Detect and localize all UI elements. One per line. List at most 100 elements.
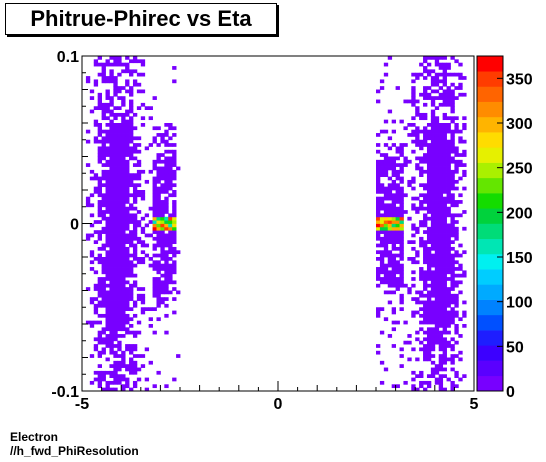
heatmap-cell bbox=[164, 263, 169, 268]
heatmap-cell bbox=[140, 250, 146, 255]
heatmap-cell bbox=[415, 109, 420, 114]
heatmap-cell bbox=[101, 216, 106, 221]
heatmap-cell bbox=[376, 210, 381, 214]
heatmap-cell bbox=[450, 260, 455, 265]
heatmap-cell bbox=[101, 149, 106, 154]
heatmap-cell bbox=[446, 102, 451, 107]
heatmap-cell bbox=[156, 290, 161, 295]
heatmap-cell bbox=[391, 196, 396, 201]
heatmap-cell bbox=[430, 283, 436, 288]
heatmap-cell bbox=[109, 190, 114, 194]
heatmap-cell bbox=[109, 310, 114, 315]
heatmap-cell bbox=[442, 146, 447, 151]
heatmap-cell bbox=[113, 300, 118, 305]
heatmap-cell bbox=[411, 86, 416, 90]
heatmap-cell bbox=[438, 253, 444, 258]
heatmap-cell bbox=[156, 193, 161, 198]
heatmap-cell bbox=[438, 86, 444, 90]
heatmap-cell bbox=[395, 173, 400, 177]
heatmap-cell bbox=[383, 163, 389, 167]
heatmap-cell bbox=[148, 257, 153, 261]
color-scale-label: 150 bbox=[506, 250, 533, 267]
heatmap-cell bbox=[391, 183, 396, 188]
heatmap-cell bbox=[383, 317, 389, 322]
heatmap-cell bbox=[419, 156, 424, 161]
heatmap-cell bbox=[438, 257, 444, 261]
heatmap-cell bbox=[121, 149, 126, 154]
heatmap-cell bbox=[168, 236, 173, 241]
heatmap-cell bbox=[426, 146, 432, 151]
heatmap-cell bbox=[164, 313, 169, 318]
heatmap-cell bbox=[430, 149, 436, 154]
heatmap-cell bbox=[125, 226, 130, 231]
heatmap-cell bbox=[160, 220, 165, 224]
heatmap-cell bbox=[423, 156, 428, 161]
heatmap-cell bbox=[442, 277, 447, 281]
heatmap-cell bbox=[156, 240, 161, 244]
heatmap-cell bbox=[426, 337, 432, 342]
heatmap-cell bbox=[430, 112, 436, 117]
heatmap-cell bbox=[160, 263, 165, 268]
color-scale-swatch bbox=[477, 56, 503, 72]
heatmap-cell bbox=[136, 193, 142, 198]
heatmap-cell bbox=[136, 220, 142, 224]
heatmap-cell bbox=[85, 203, 91, 208]
heatmap-cell bbox=[423, 66, 428, 70]
heatmap-cell bbox=[442, 213, 447, 218]
heatmap-cell bbox=[426, 186, 432, 191]
heatmap-cell bbox=[450, 357, 455, 362]
heatmap-cell bbox=[97, 313, 102, 318]
heatmap-cell bbox=[101, 62, 106, 67]
heatmap-cell bbox=[434, 233, 440, 238]
heatmap-cell bbox=[109, 69, 114, 74]
heatmap-cell bbox=[160, 203, 165, 208]
heatmap-cell bbox=[430, 334, 436, 338]
heatmap-cell bbox=[121, 300, 126, 305]
heatmap-cell bbox=[399, 143, 404, 147]
heatmap-cell bbox=[379, 240, 385, 244]
heatmap-cell bbox=[434, 293, 440, 298]
heatmap-cell bbox=[117, 240, 122, 244]
heatmap-cell bbox=[105, 250, 110, 255]
heatmap-cell bbox=[121, 136, 126, 141]
heatmap-cell bbox=[454, 230, 459, 234]
heatmap-cell bbox=[109, 320, 114, 325]
heatmap-cell bbox=[450, 300, 455, 305]
heatmap-cell bbox=[117, 56, 122, 60]
heatmap-cell bbox=[109, 277, 114, 281]
heatmap-cell bbox=[93, 283, 99, 288]
heatmap-cell bbox=[117, 280, 122, 285]
heatmap-cell bbox=[140, 59, 146, 64]
heatmap-cell bbox=[85, 236, 91, 241]
heatmap-cell bbox=[117, 183, 122, 188]
heatmap-cell bbox=[97, 236, 102, 241]
heatmap-cell bbox=[438, 240, 444, 244]
heatmap-cell bbox=[458, 193, 463, 198]
heatmap-cell bbox=[101, 374, 106, 378]
heatmap-cell bbox=[97, 186, 102, 191]
heatmap-cell bbox=[109, 112, 114, 117]
heatmap-cell bbox=[442, 226, 447, 231]
heatmap-cell bbox=[152, 230, 157, 234]
heatmap-cell bbox=[117, 89, 122, 94]
heatmap-cell bbox=[430, 163, 436, 167]
heatmap-cell bbox=[164, 384, 169, 389]
heatmap-cell bbox=[140, 123, 146, 127]
heatmap-cell bbox=[399, 220, 404, 224]
heatmap-cell bbox=[152, 206, 157, 211]
heatmap-cell bbox=[132, 216, 138, 221]
heatmap-cell bbox=[109, 283, 114, 288]
heatmap-cell bbox=[426, 226, 432, 231]
heatmap-cell bbox=[97, 193, 102, 198]
heatmap-cell bbox=[101, 350, 106, 355]
heatmap-cell bbox=[101, 297, 106, 301]
heatmap-cell bbox=[121, 186, 126, 191]
heatmap-cell bbox=[438, 246, 444, 251]
heatmap-cell bbox=[121, 260, 126, 265]
heatmap-cell bbox=[132, 82, 138, 87]
heatmap-cell bbox=[387, 163, 393, 167]
heatmap-cell bbox=[156, 216, 161, 221]
heatmap-cell bbox=[415, 357, 420, 362]
heatmap-cell bbox=[136, 183, 142, 188]
heatmap-cell bbox=[442, 179, 447, 184]
